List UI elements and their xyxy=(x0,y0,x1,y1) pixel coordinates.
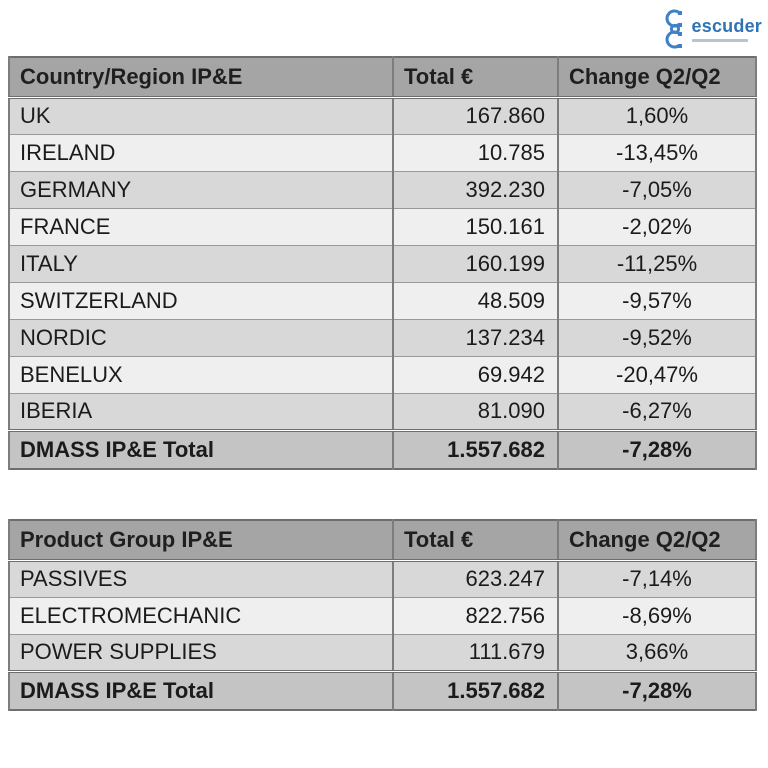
row-change: -7,05% xyxy=(557,170,757,209)
total-label: DMASS IP&E Total xyxy=(8,669,394,711)
row-total: 81.090 xyxy=(392,392,559,431)
row-change: -11,25% xyxy=(557,244,757,283)
table-row-france: FRANCE 150.161 -2,02% xyxy=(8,207,757,246)
row-label: BENELUX xyxy=(8,355,394,394)
table-row-benelux: BENELUX 69.942 -20,47% xyxy=(8,355,757,394)
header-total-euro: Total € xyxy=(392,56,559,99)
row-total: 10.785 xyxy=(392,133,559,172)
table-row-germany: GERMANY 392.230 -7,05% xyxy=(8,170,757,209)
row-change: -13,45% xyxy=(557,133,757,172)
row-label: NORDIC xyxy=(8,318,394,357)
row-total: 167.860 xyxy=(392,96,559,135)
table-row-italy: ITALY 160.199 -11,25% xyxy=(8,244,757,283)
row-total: 137.234 xyxy=(392,318,559,357)
row-total: 48.509 xyxy=(392,281,559,320)
logo-tagline xyxy=(691,38,748,42)
table-row-iberia: IBERIA 81.090 -6,27% xyxy=(8,392,757,431)
row-label: SWITZERLAND xyxy=(8,281,394,320)
row-change: 3,66% xyxy=(557,633,757,672)
row-change: 1,60% xyxy=(557,96,757,135)
row-change: -7,14% xyxy=(557,559,757,598)
row-change: -8,69% xyxy=(557,596,757,635)
row-total: 69.942 xyxy=(392,355,559,394)
total-change: -7,28% xyxy=(557,428,757,470)
logo: escuder xyxy=(659,8,762,50)
total-change: -7,28% xyxy=(557,669,757,711)
total-row-dmass: DMASS IP&E Total 1.557.682 -7,28% xyxy=(8,428,757,470)
country-region-table: Country/Region IP&E Total € Change Q2/Q2… xyxy=(8,56,757,470)
escuder-logo-icon xyxy=(665,9,682,49)
row-label: IBERIA xyxy=(8,392,394,431)
header-product-group: Product Group IP&E xyxy=(8,519,394,562)
row-total: 150.161 xyxy=(392,207,559,246)
row-change: -20,47% xyxy=(557,355,757,394)
total-value: 1.557.682 xyxy=(392,428,559,470)
header-change-q2: Change Q2/Q2 xyxy=(557,519,757,562)
row-label: IRELAND xyxy=(8,133,394,172)
table-row-switzerland: SWITZERLAND 48.509 -9,57% xyxy=(8,281,757,320)
table-row-passives: PASSIVES 623.247 -7,14% xyxy=(8,559,757,598)
row-label: ELECTROMECHANIC xyxy=(8,596,394,635)
row-total: 160.199 xyxy=(392,244,559,283)
header-change-q2: Change Q2/Q2 xyxy=(557,56,757,99)
product-table-header-row: Product Group IP&E Total € Change Q2/Q2 xyxy=(8,519,757,562)
total-row-dmass: DMASS IP&E Total 1.557.682 -7,28% xyxy=(8,669,757,711)
table-row-electromechanic: ELECTROMECHANIC 822.756 -8,69% xyxy=(8,596,757,635)
table-row-ireland: IRELAND 10.785 -13,45% xyxy=(8,133,757,172)
table-row-uk: UK 167.860 1,60% xyxy=(8,96,757,135)
row-total: 623.247 xyxy=(392,559,559,598)
row-change: -9,57% xyxy=(557,281,757,320)
row-change: -9,52% xyxy=(557,318,757,357)
row-change: -2,02% xyxy=(557,207,757,246)
header-total-euro: Total € xyxy=(392,519,559,562)
total-label: DMASS IP&E Total xyxy=(8,428,394,470)
table-row-nordic: NORDIC 137.234 -9,52% xyxy=(8,318,757,357)
row-label: FRANCE xyxy=(8,207,394,246)
row-label: ITALY xyxy=(8,244,394,283)
logo-wordmark: escuder xyxy=(691,15,762,36)
row-total: 392.230 xyxy=(392,170,559,209)
table-row-power-supplies: POWER SUPPLIES 111.679 3,66% xyxy=(8,633,757,672)
total-value: 1.557.682 xyxy=(392,669,559,711)
product-group-table: Product Group IP&E Total € Change Q2/Q2 … xyxy=(8,519,757,711)
row-label: PASSIVES xyxy=(8,559,394,598)
country-table-header-row: Country/Region IP&E Total € Change Q2/Q2 xyxy=(8,56,757,99)
row-label: UK xyxy=(8,96,394,135)
row-total: 111.679 xyxy=(392,633,559,672)
row-change: -6,27% xyxy=(557,392,757,431)
row-total: 822.756 xyxy=(392,596,559,635)
header-country-region: Country/Region IP&E xyxy=(8,56,394,99)
row-label: POWER SUPPLIES xyxy=(8,633,394,672)
row-label: GERMANY xyxy=(8,170,394,209)
